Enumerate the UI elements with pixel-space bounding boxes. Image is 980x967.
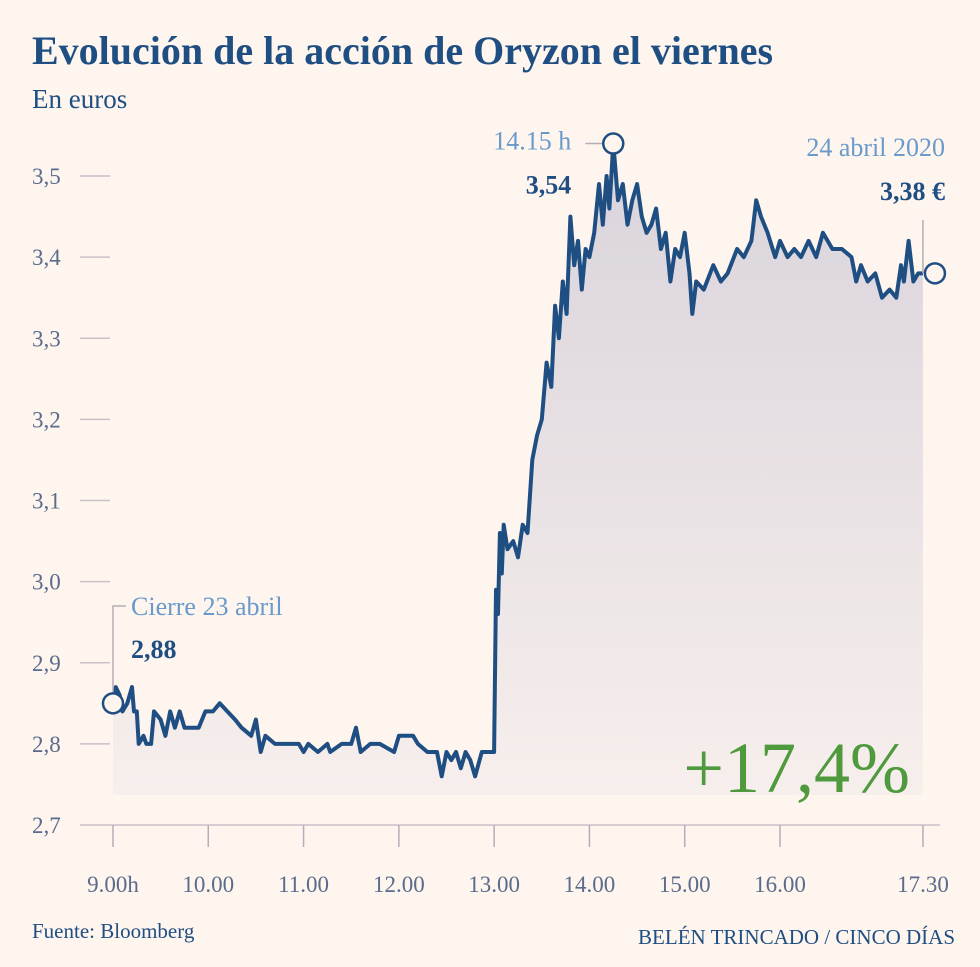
- line: [111, 141, 923, 779]
- y-tick-label: 2,9: [32, 651, 61, 676]
- x-tick-label: 17.30: [897, 872, 949, 897]
- point-marker: [101, 692, 125, 715]
- credit: BELÉN TRINCADO / CINCO DÍAS: [638, 925, 955, 949]
- y-tick-label: 2,7: [32, 813, 61, 838]
- x-tick-label: 12.00: [373, 872, 425, 897]
- subtitle: En euros: [32, 84, 127, 114]
- x-tick-label: 9.00h: [87, 872, 139, 897]
- chart-title: Evolución de la acción de Oryzon el vier…: [32, 28, 773, 73]
- x-tick-label: 11.00: [278, 872, 329, 897]
- annotation: 14.15 h: [493, 127, 571, 156]
- y-tick-label: 3,3: [32, 326, 61, 351]
- x-tick-label: 15.00: [659, 872, 711, 897]
- y-tick-label: 3,1: [32, 489, 61, 514]
- leader-line: [112, 605, 126, 704]
- x-tick-label: 16.00: [754, 872, 806, 897]
- point-marker: [602, 132, 625, 155]
- x-tick-label: 13.00: [468, 872, 520, 897]
- y-tick-label: 3,4: [32, 245, 61, 270]
- annotation: 24 abril 2020: [806, 133, 945, 162]
- x-tick-label: 10.00: [182, 872, 234, 897]
- point-marker: [923, 262, 947, 285]
- y-tick-label: 3,2: [32, 407, 61, 432]
- x-tick-label: 14.00: [564, 872, 616, 897]
- y-tick-label: 3,5: [32, 164, 61, 189]
- annotation-value: 3,54: [526, 171, 572, 200]
- source: Fuente: Bloomberg: [32, 919, 195, 943]
- y-tick-label: 3,0: [32, 570, 61, 595]
- y-tick-label: 2,8: [32, 732, 61, 757]
- annotation: Cierre 23 abril: [131, 592, 283, 621]
- area: [112, 143, 923, 795]
- annotation-value: 2,88: [131, 635, 177, 664]
- change-label: +17,4%: [683, 728, 910, 808]
- annotation-value: 3,38 €: [880, 177, 945, 206]
